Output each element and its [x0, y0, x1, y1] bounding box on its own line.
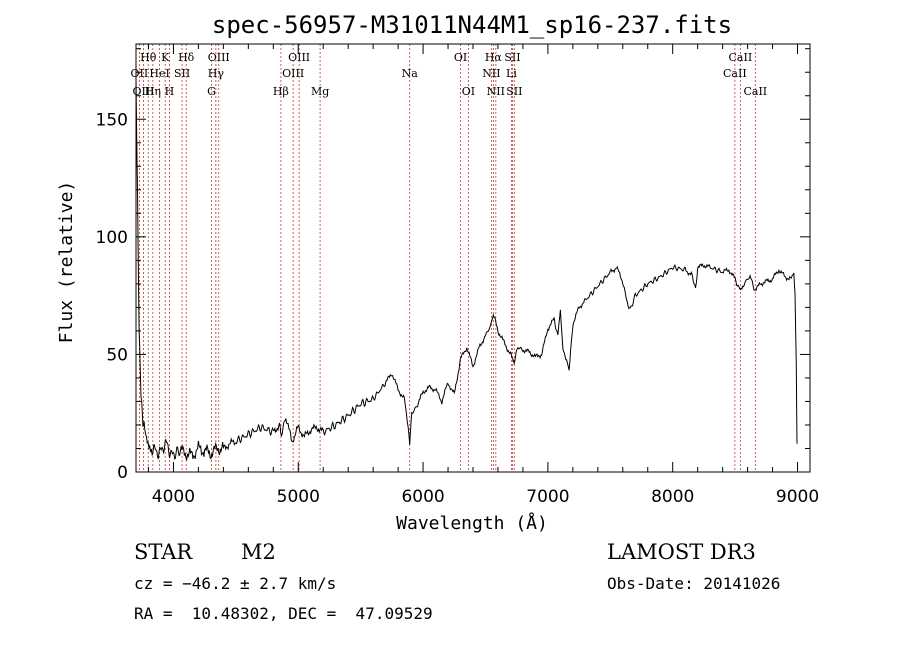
plot-frame — [135, 43, 811, 473]
emission-lines — [138, 44, 756, 472]
x-tick-label: 8000 — [651, 487, 694, 507]
line-label: Hβ — [273, 85, 289, 98]
line-label: H — [165, 85, 175, 98]
y-tick-label: 50 — [106, 345, 128, 365]
x-tick-label: 6000 — [401, 487, 444, 507]
line-label: SII — [174, 67, 190, 80]
x-tick-label: 9000 — [776, 487, 819, 507]
line-label: CaII — [723, 67, 747, 80]
object-subclass: M2 — [241, 540, 276, 564]
y-tick-label: 0 — [117, 463, 128, 483]
line-label: Na — [402, 67, 419, 80]
line-label: CaII — [729, 51, 753, 64]
line-label: NII — [487, 85, 505, 98]
y-axis-label: Flux (relative) — [56, 181, 77, 344]
observation-date: Obs-Date: 20141026 — [607, 574, 781, 593]
x-axis-label: Wavelength (Å) — [396, 512, 548, 534]
redshift-cz: cz = −46.2 ± 2.7 km/s — [134, 574, 337, 593]
line-label: OII — [131, 67, 149, 80]
line-label: OIII — [132, 85, 154, 98]
line-label: G — [207, 85, 216, 98]
line-label: OI — [462, 85, 475, 98]
axis-ticks — [136, 44, 810, 472]
line-label: Hθ — [140, 51, 157, 64]
line-label: Hα — [485, 51, 503, 64]
chart-title: spec-56957-M31011N44M1_sp16-237.fits — [212, 11, 732, 39]
line-label: Hη — [145, 85, 161, 98]
spectrum-line — [135, 77, 798, 461]
x-tick-label: 7000 — [526, 487, 569, 507]
y-tick-label: 150 — [96, 110, 128, 130]
sky-coordinates: RA = 10.48302, DEC = 47.09529 — [134, 604, 433, 623]
line-label: K — [161, 51, 170, 64]
survey-name: LAMOST DR3 — [607, 540, 756, 564]
line-label: NII — [482, 67, 500, 80]
line-label: HeI — [149, 67, 169, 80]
x-tick-label: 4000 — [152, 487, 195, 507]
line-label: Li — [506, 67, 517, 80]
line-label: SII — [504, 51, 520, 64]
line-label: OIII — [208, 51, 230, 64]
emission-line-labels: Hθ OII OIII K HeI Hη H SII Hδ OIII Hγ G OIII OIII Hβ Mg… — [131, 51, 768, 98]
line-label: OIII — [288, 51, 310, 64]
line-label: Hδ — [178, 51, 195, 64]
line-label: Hγ — [208, 67, 225, 80]
line-label: OIII — [282, 67, 304, 80]
line-label: SII — [506, 85, 522, 98]
y-tick-label: 100 — [96, 228, 128, 248]
axis-tick-labels: 4000 5000 6000 7000 8000 9000 0 50 100 150 — [96, 110, 820, 507]
object-class: STAR — [134, 540, 193, 564]
line-label: CaII — [743, 85, 767, 98]
x-tick-label: 5000 — [277, 487, 320, 507]
line-label: OI — [454, 51, 467, 64]
line-label: Mg — [311, 85, 329, 98]
